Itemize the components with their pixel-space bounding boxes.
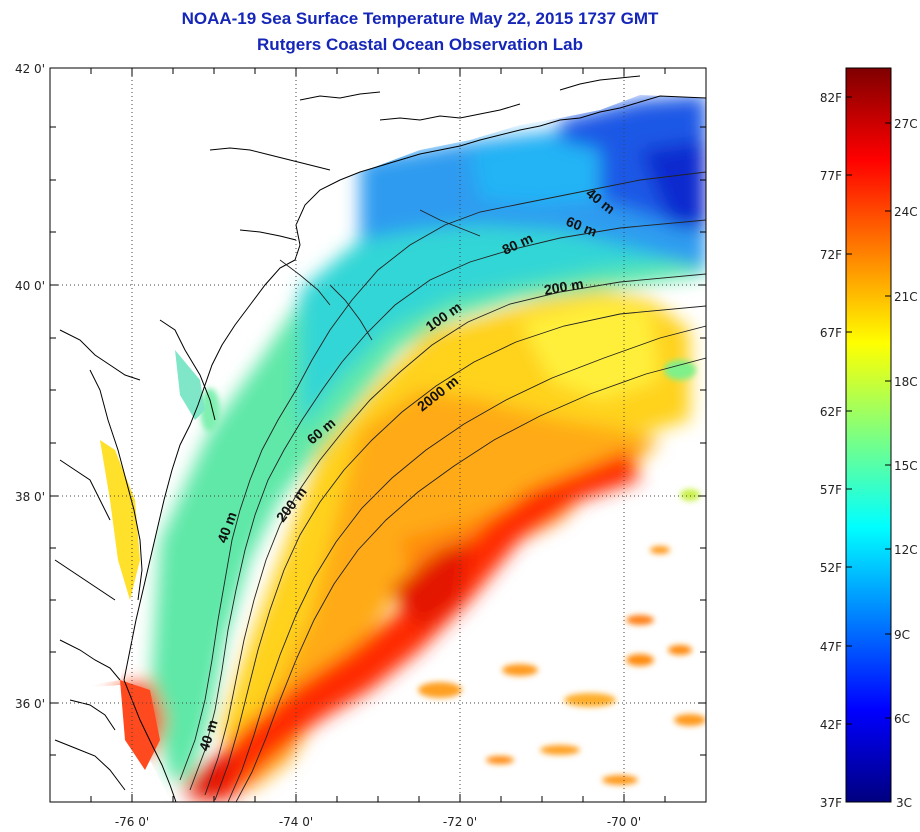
depth-label: 200 m (543, 275, 585, 298)
bathymetry-contours (179, 171, 706, 802)
colorbar-c-label: 12C (894, 543, 918, 557)
coastline (54, 75, 706, 802)
axis-ticks (50, 68, 706, 802)
colorbar-c-label: 21C (894, 290, 918, 304)
colorbar-c-label: 3C (896, 796, 912, 810)
map-title: NOAA-19 Sea Surface Temperature May 22, … (181, 9, 659, 28)
colorbar-c-label: 6C (894, 712, 910, 726)
colorbar-c-label: 15C (894, 459, 918, 473)
colorbar-f-label: 72F (820, 248, 842, 262)
colorbar-celsius-labels: 27C 24C 21C 18C 15C 12C 9C 6C 3C (894, 117, 918, 810)
colorbar-f-label: 62F (820, 405, 842, 419)
colorbar-f-label: 37F (820, 796, 842, 810)
latitude-tick-label: 38 0' (15, 490, 45, 504)
colorbar-c-label: 27C (894, 117, 918, 131)
latitude-labels: 42 0' 40 0' 38 0' 36 0' (15, 62, 45, 711)
sst-field: 40 m 60 m 80 m 200 m 100 m 2000 m 60 m 2… (50, 68, 706, 802)
colorbar-c-label: 24C (894, 205, 918, 219)
longitude-tick-label: -70 0' (607, 815, 641, 829)
colorbar-c-label: 9C (894, 628, 910, 642)
colorbar-f-label: 42F (820, 718, 842, 732)
colorbar-f-label: 47F (820, 640, 842, 654)
colorbar-fahrenheit-labels: 82F 77F 72F 67F 62F 57F 52F 47F 42F 37F (820, 91, 842, 810)
colorbar-f-label: 82F (820, 91, 842, 105)
map-subtitle: Rutgers Coastal Ocean Observation Lab (257, 35, 583, 54)
temperature-colorbar (845, 67, 892, 803)
longitude-labels: -76 0' -74 0' -72 0' -70 0' (115, 815, 641, 829)
graticule (50, 68, 706, 802)
colorbar-f-label: 67F (820, 326, 842, 340)
latitude-tick-label: 36 0' (15, 697, 45, 711)
colorbar-f-label: 52F (820, 561, 842, 575)
colorbar-c-label: 18C (894, 375, 918, 389)
colorbar-f-label: 57F (820, 483, 842, 497)
longitude-tick-label: -76 0' (115, 815, 149, 829)
latitude-tick-label: 40 0' (15, 279, 45, 293)
longitude-tick-label: -74 0' (279, 815, 313, 829)
colorbar-f-label: 77F (820, 169, 842, 183)
longitude-tick-label: -72 0' (443, 815, 477, 829)
latitude-tick-label: 42 0' (15, 62, 45, 76)
